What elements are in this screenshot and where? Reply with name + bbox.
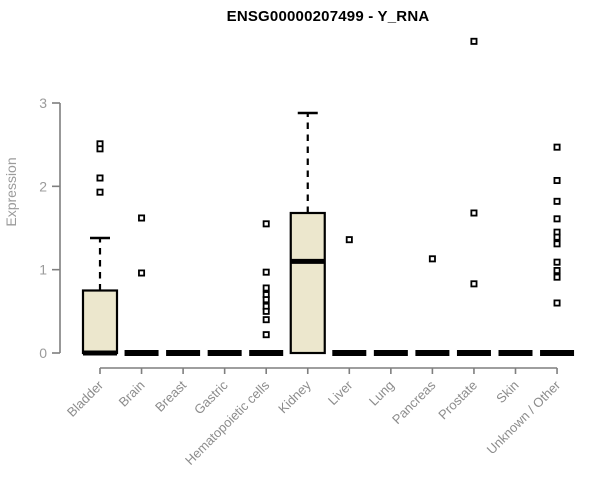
outlier-point <box>96 188 104 196</box>
outlier-point <box>553 273 561 281</box>
outlier-point <box>428 255 436 263</box>
outlier-point <box>262 307 270 315</box>
box-lung <box>373 350 408 356</box>
box-breast <box>166 350 201 356</box>
box-hematopoietic-cells <box>249 220 284 356</box>
outlier-point <box>96 145 104 153</box>
box-gastric <box>207 350 242 356</box>
outlier-point <box>553 233 561 241</box>
box-liver <box>332 236 367 356</box>
box-kidney <box>289 111 326 355</box>
outlier-point <box>553 215 561 223</box>
outlier-point <box>262 296 270 304</box>
outlier-point <box>138 214 146 222</box>
outlier-point <box>553 299 561 307</box>
outlier-point <box>262 316 270 324</box>
x-category-label-brain: Brain <box>116 378 148 410</box>
outlier-point <box>553 197 561 205</box>
outlier-point <box>470 280 478 288</box>
collapsed-box <box>540 350 575 356</box>
y-tick-label: 3 <box>39 95 47 111</box>
outlier-point <box>345 236 353 244</box>
box-rect <box>289 211 326 355</box>
outlier-point <box>262 268 270 276</box>
collapsed-box <box>498 350 533 356</box>
chart-title: ENSG00000207499 - Y_RNA <box>226 8 430 25</box>
collapsed-box <box>456 350 491 356</box>
x-category-label-liver: Liver <box>325 377 356 408</box>
outlier-point <box>553 176 561 184</box>
outlier-point <box>262 220 270 228</box>
y-tick-label: 1 <box>39 262 47 278</box>
x-category-label-prostate: Prostate <box>435 378 480 423</box>
outlier-point <box>553 143 561 151</box>
collapsed-box <box>207 350 242 356</box>
x-category-label-lung: Lung <box>366 378 397 409</box>
x-category-label-pancreas: Pancreas <box>389 377 439 427</box>
y-tick-label: 2 <box>39 178 47 194</box>
x-category-label-skin: Skin <box>493 378 521 406</box>
outlier-point <box>553 266 561 274</box>
outlier-point <box>96 174 104 182</box>
x-category-label-kidney: Kidney <box>275 377 314 416</box>
box-pancreas <box>415 255 450 356</box>
outlier-point <box>553 258 561 266</box>
x-category-label-breast: Breast <box>152 377 189 414</box>
outlier-point <box>138 269 146 277</box>
outlier-point <box>470 37 478 45</box>
y-tick-label: 0 <box>39 345 47 361</box>
outlier-point <box>470 209 478 217</box>
box-skin <box>498 350 533 356</box>
box-prostate <box>456 37 491 356</box>
collapsed-box <box>373 350 408 356</box>
outlier-point <box>262 331 270 339</box>
box-brain <box>124 214 159 356</box>
collapsed-box <box>124 350 159 356</box>
x-category-label-gastric: Gastric <box>191 377 231 417</box>
box-rect <box>81 289 119 355</box>
box-unknown-other <box>540 143 575 356</box>
box-bladder <box>81 140 119 356</box>
x-category-label-bladder: Bladder <box>64 377 107 420</box>
collapsed-box <box>249 350 284 356</box>
collapsed-box <box>415 350 450 356</box>
outlier-point <box>553 240 561 248</box>
collapsed-box <box>166 350 201 356</box>
y-axis: 0 1 2 3 <box>39 95 61 361</box>
outlier-point <box>262 284 270 292</box>
x-category-label-unknown-other: Unknown / Other <box>484 377 564 457</box>
collapsed-box <box>332 350 367 356</box>
